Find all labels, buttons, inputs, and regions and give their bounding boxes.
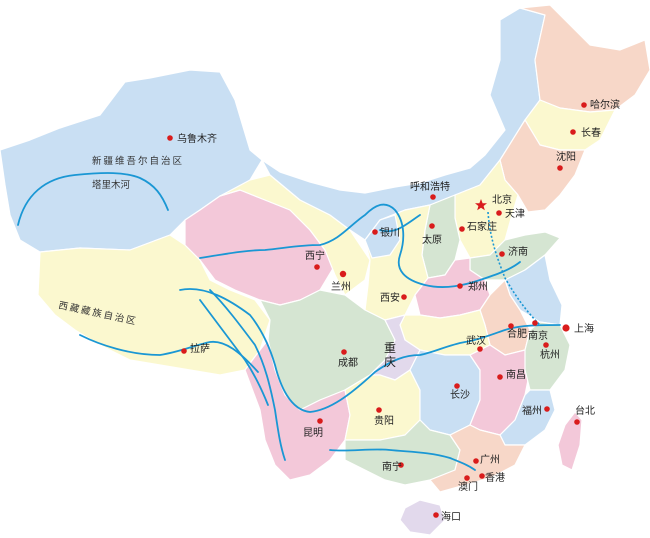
city-label-guiyang: 贵阳 (374, 414, 394, 427)
city-dot-nanning (398, 462, 404, 468)
city-label-tianjin: 天津 (505, 208, 525, 220)
city-label-changsha: 长沙 (450, 389, 470, 401)
city-dot-nanjing (532, 320, 538, 326)
city-label-fuzhou: 福州 (522, 404, 542, 417)
city-label-urumqi: 乌鲁木齐 (177, 132, 217, 145)
city-dot-lanzhou (339, 270, 347, 278)
city-label-guangzhou: 广州 (480, 454, 500, 466)
city-dot-macau (464, 475, 470, 481)
city-label-shanghai: 上海 (574, 322, 594, 335)
river-yangtze (179, 288, 561, 413)
city-labels: 乌鲁木齐 哈尔滨 长春 沈阳 呼和浩特 北京 天津 石家庄 太原 济南 银川 西… (177, 98, 620, 523)
city-label-nanjing: 南京 (528, 329, 548, 342)
city-dot-xining (314, 264, 320, 270)
city-dot-jinan (499, 251, 505, 257)
city-dot-shenyang (557, 165, 563, 171)
city-dot-nanchang (497, 374, 503, 380)
region-label-xinjiang: 新疆维吾尔自治区 (92, 155, 184, 167)
river-nu (199, 299, 269, 406)
city-label-zhengzhou: 郑州 (468, 280, 488, 293)
city-dot-shijiazhuang (459, 226, 465, 232)
province-heilongjiang (519, 4, 650, 113)
city-dot-tianjin (496, 210, 502, 216)
city-dot-hangzhou (543, 342, 549, 348)
city-label-nanning: 南宁 (382, 460, 402, 473)
city-dot-urumqi (167, 135, 173, 141)
city-label-hongkong: 香港 (485, 472, 505, 484)
river-yellow (199, 203, 521, 288)
city-dot-kunming (317, 418, 323, 424)
province-hainan (399, 499, 446, 536)
city-dot-taiyuan (429, 223, 435, 229)
city-label-lanzhou: 兰州 (331, 280, 351, 293)
river-yarlung (79, 334, 259, 373)
city-label-taipei: 台北 (575, 404, 595, 417)
city-label-chongqing: 重庆 (384, 341, 396, 369)
city-label-nanchang: 南昌 (506, 368, 526, 381)
city-dot-harbin (581, 102, 587, 108)
province-guangdong (429, 424, 526, 493)
city-dot-chengdu (341, 349, 347, 355)
capital-star-icon (475, 199, 487, 211)
river-label-tarim: 塔里木河 (92, 179, 131, 191)
city-dot-hohhot (430, 194, 436, 200)
river-lancang (209, 289, 286, 461)
city-label-wuhan: 武汉 (466, 334, 486, 347)
city-dot-hongkong (479, 473, 485, 479)
city-label-yinchuan: 银川 (380, 226, 400, 239)
city-dot-changsha (454, 383, 460, 389)
city-dot-taipei (574, 419, 580, 425)
province-ningxia (364, 214, 401, 259)
city-label-haikou: 海口 (441, 510, 461, 523)
rivers (17, 172, 561, 471)
city-label-chengdu: 成都 (338, 357, 358, 369)
city-label-hefei: 合肥 (507, 327, 527, 340)
city-label-macau: 澳门 (458, 480, 478, 493)
city-dot-fuzhou (544, 406, 550, 412)
city-label-xining: 西宁 (305, 249, 325, 262)
city-label-shenyang: 沈阳 (556, 150, 576, 163)
city-label-hangzhou: 杭州 (540, 348, 560, 361)
city-dot-hefei (508, 323, 514, 329)
city-dots (167, 102, 587, 518)
city-dot-guiyang (376, 407, 382, 413)
river-pearl (329, 448, 476, 471)
river-han (379, 214, 421, 233)
city-dot-lhasa (181, 348, 187, 354)
city-dot-yinchuan (372, 229, 378, 235)
city-dot-haikou (433, 512, 439, 518)
city-label-shijiazhuang: 石家庄 (467, 220, 497, 233)
city-label-hohhot: 呼和浩特 (410, 181, 450, 193)
city-label-kunming: 昆明 (303, 427, 323, 439)
city-dot-shanghai (562, 324, 570, 332)
city-label-beijing: 北京 (492, 193, 512, 206)
city-label-harbin: 哈尔滨 (590, 98, 620, 111)
city-label-xian: 西安 (380, 291, 400, 304)
city-dot-xian (401, 294, 407, 300)
chongqing-char-1: 重 (384, 341, 396, 355)
city-label-jinan: 济南 (508, 245, 528, 258)
city-label-changchun: 长春 (581, 127, 601, 139)
city-dot-guangzhou (473, 458, 479, 464)
grand-canal (487, 211, 541, 326)
city-label-lhasa: 拉萨 (190, 342, 210, 355)
city-dot-wuhan (477, 346, 483, 352)
provinces (0, 4, 650, 536)
city-dot-zhengzhou (457, 283, 463, 289)
city-label-taiyuan: 太原 (422, 233, 442, 246)
chongqing-char-2: 庆 (384, 355, 396, 369)
province-taiwan (557, 411, 583, 471)
city-dot-changchun (570, 129, 576, 135)
river-tarim (17, 172, 169, 226)
